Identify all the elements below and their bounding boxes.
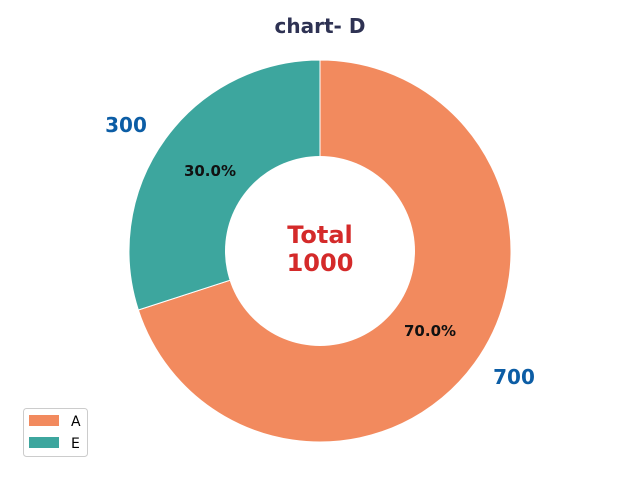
legend: A E <box>23 408 88 457</box>
legend-label-a: A <box>71 414 81 430</box>
legend-swatch-e <box>29 437 59 448</box>
value-label-a: 700 <box>493 365 535 389</box>
legend-label-e: E <box>71 436 80 452</box>
center-label-value: 1000 <box>287 249 354 277</box>
donut-hole <box>225 156 415 346</box>
percent-label-a: 70.0% <box>404 322 456 340</box>
center-label-total: Total <box>287 221 353 249</box>
percent-label-e: 30.0% <box>184 162 236 180</box>
chart-title: chart- D <box>275 14 366 38</box>
legend-swatch-a <box>29 415 59 426</box>
labels-group: 70.0% 700 30.0% 300 <box>105 113 535 389</box>
value-label-e: 300 <box>105 113 147 137</box>
